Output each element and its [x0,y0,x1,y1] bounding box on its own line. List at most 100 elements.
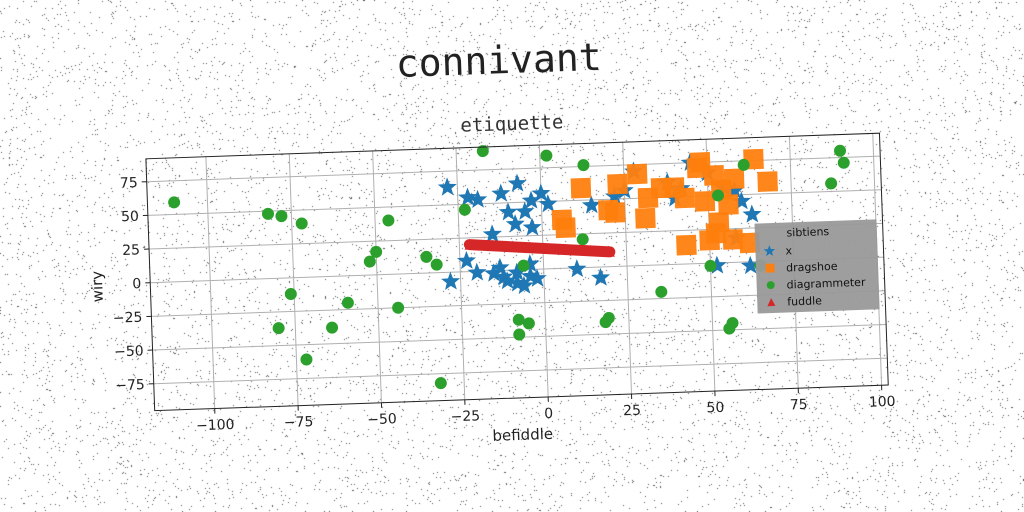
diagrammeter-point [655,285,668,298]
fuddle-point [464,239,475,250]
x-point [567,259,587,278]
diagrammeter-point [825,177,838,190]
dragshoe-point [555,217,576,239]
y-grid-line [153,357,888,385]
diagrammeter-point [512,313,525,326]
diagrammeter-point [522,317,535,330]
x-point [498,202,518,221]
x-grid-line [205,156,216,409]
series-dragshoe [551,148,778,256]
x-grid-line [288,153,299,406]
legend-box [754,219,880,314]
x-point [521,190,541,209]
y-tick-label: −25 [113,310,143,327]
plot-frame [145,132,889,412]
fuddle-point [594,246,605,257]
legend-marker-dragshoe [765,263,775,273]
dragshoe-point [694,190,716,212]
diagrammeter-point [602,311,615,324]
fuddle-point [584,245,595,256]
x-point [468,189,488,209]
x-axis-label: befiddle [492,425,553,445]
diagrammeter-point [704,259,717,272]
x-point [505,214,525,233]
dragshoe-point [570,177,592,199]
diagrammeter-point [370,245,383,258]
chart-rotated-group: etiquette −100 −75 −50 −25 0 25 50 75 100 75 50 25… [88,111,896,445]
x-point [527,268,547,287]
x-point [724,180,744,200]
x-point [491,183,511,202]
diagrammeter-point [275,210,288,223]
fuddle-point [605,246,616,258]
diagrammeter-point [262,207,275,220]
x-point [604,186,624,205]
chart-title: etiquette [460,111,564,137]
x-point [458,187,478,206]
diagrammeter-point [326,321,339,334]
diagrammeter-point [295,217,308,230]
x-tick-label: −25 [450,408,480,425]
x-point [581,195,601,214]
x-tick-label: 75 [790,397,808,414]
x-point [742,204,762,223]
legend-label-diagrammeter: diagrammeter [786,276,866,292]
x-grid-line [372,150,382,403]
x-point [507,273,527,292]
x-grid-line [538,145,549,397]
dragshoe-point [598,199,619,221]
legend-label-dragshoe: dragshoe [786,260,838,275]
diagrammeter-point [540,149,553,162]
dragshoe-point [718,194,739,215]
x-ticks: −100 −75 −50 −25 0 25 50 75 100 [196,385,896,434]
x-point [514,275,534,295]
dragshoe-point [739,232,761,254]
x-point [467,262,487,281]
x-point [507,262,527,281]
x-tick-label: −75 [284,414,314,431]
x-point [456,250,477,270]
x-point [515,201,535,220]
diagrammeter-point [382,214,395,227]
diagrammeter-point [300,353,313,366]
x-tick-label: 50 [706,400,724,417]
y-tick-label: −50 [114,343,144,360]
x-point [522,217,542,236]
y-tick-label: 0 [132,276,141,292]
dragshoe-point [757,171,778,192]
x-grid-line [455,147,466,400]
dragshoe-point [626,163,648,185]
dragshoe-point [676,234,697,256]
diagrammeter-point [458,203,471,216]
diagrammeter-point [513,328,526,341]
x-point [507,173,527,192]
fuddle-point [558,244,569,255]
diagrammeter-point [168,196,181,209]
x-tick-label: 0 [544,406,553,422]
diagrammeter-point [363,255,376,268]
diagrammeter-point [430,258,443,271]
fuddle-point [531,243,542,254]
dragshoe-point [722,229,744,250]
diagrammeter-point [576,233,589,246]
legend-label-x: x [785,244,792,257]
x-tick-label: 100 [869,394,896,411]
dragshoe-point [607,173,628,195]
dragshoe-point [708,212,730,233]
series-fuddle [463,239,616,258]
x-point [520,254,540,273]
x-point [732,191,752,210]
x-tick-label: −100 [196,417,235,434]
diagrammeter-point [577,159,590,172]
diagrammeter-point [517,259,530,272]
legend-marker-x [763,245,776,257]
x-point [441,271,461,290]
x-point [707,255,727,274]
legend-marker-fuddle [767,298,776,307]
y-grid-line [147,189,882,216]
x-point [740,255,760,275]
diagrammeter-point [341,296,354,309]
x-point [437,177,457,196]
x-point [538,194,558,213]
